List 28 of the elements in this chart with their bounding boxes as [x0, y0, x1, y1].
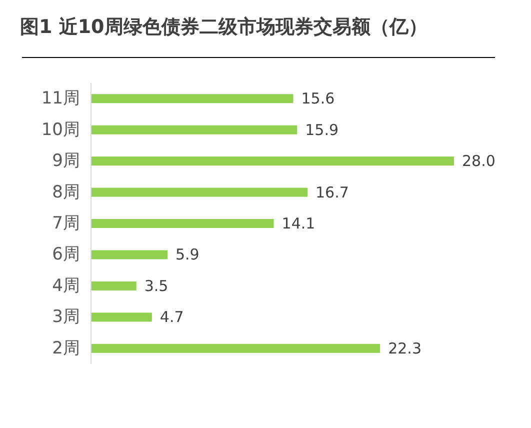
data-label: 5.9: [175, 246, 200, 264]
bar: [91, 281, 136, 290]
bar: [91, 125, 298, 134]
data-label: 28.0: [462, 152, 496, 170]
bar: [91, 219, 274, 228]
data-label: 15.6: [301, 90, 335, 108]
bar: [91, 156, 454, 166]
y-tick-label: 4周: [52, 276, 80, 296]
y-tick-label: 3周: [52, 307, 80, 328]
y-tick-label: 10周: [41, 120, 80, 140]
data-label: 4.7: [160, 308, 184, 326]
bar: [91, 250, 168, 260]
bar: [91, 312, 152, 322]
bar: [91, 188, 308, 197]
data-label: 22.3: [388, 339, 422, 358]
data-label: 15.9: [305, 120, 339, 139]
y-tick-label: 11周: [41, 88, 80, 109]
y-tick-label: 6周: [52, 244, 80, 265]
data-label: 16.7: [316, 183, 349, 202]
chart-title: 图1 近10周绿色债券二级市场现券交易额（亿）: [20, 15, 428, 40]
data-label: 14.1: [282, 214, 316, 232]
data-label: 3.5: [144, 276, 168, 295]
y-tick-label: 7周: [52, 214, 80, 234]
y-tick-label: 2周: [52, 338, 80, 358]
bar: [91, 94, 294, 104]
bar: [91, 344, 380, 353]
y-tick-label: 9周: [52, 151, 80, 172]
y-tick-label: 8周: [52, 182, 80, 202]
